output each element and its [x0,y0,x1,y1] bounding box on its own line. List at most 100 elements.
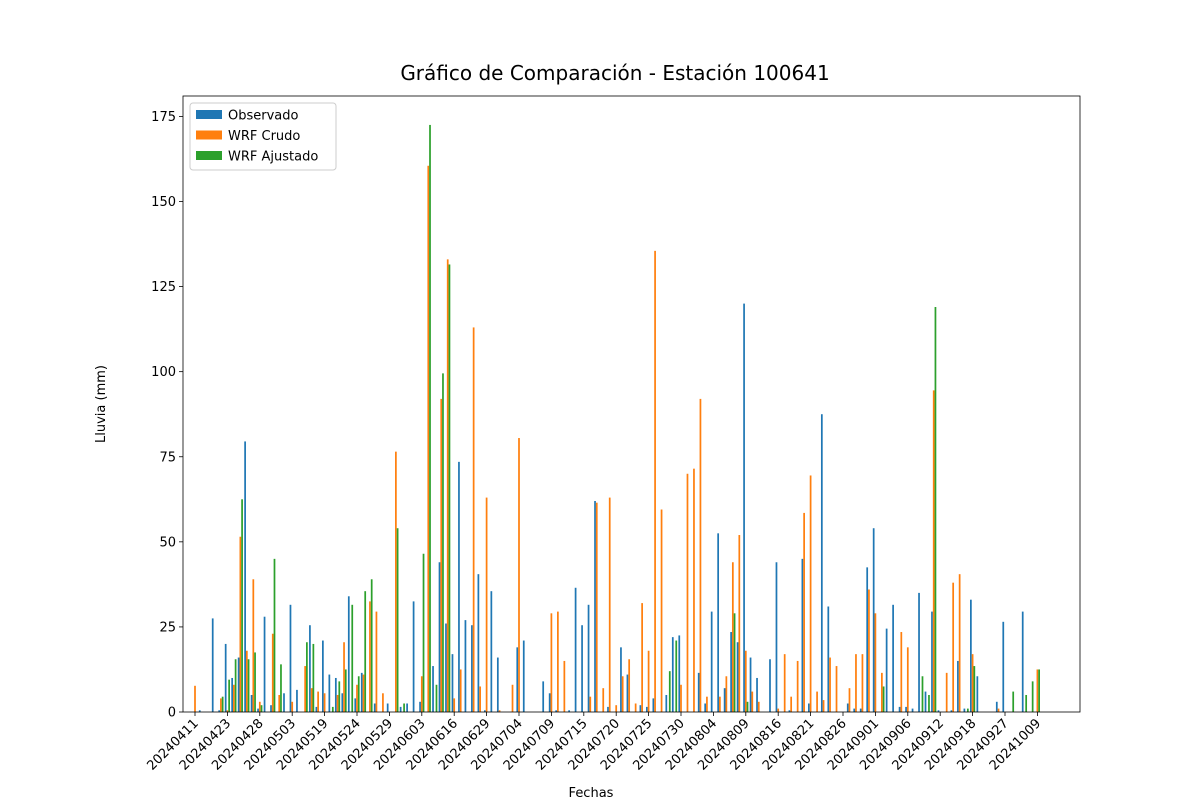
bar [442,373,444,712]
bar [435,684,438,712]
bar [336,694,339,712]
bar [945,672,948,712]
bar [756,677,758,712]
bar [228,679,230,712]
bar [803,512,805,712]
bar [699,398,702,712]
bar [271,633,274,712]
bar [881,672,883,712]
bar [323,693,326,712]
y-tick-label: 0 [168,706,176,721]
bar [641,603,643,712]
x-axis-label: Fechas [569,786,614,800]
bar [453,698,456,712]
bar [233,684,235,712]
bar [621,676,624,712]
bar [471,625,473,712]
bar [477,574,480,712]
bar [310,688,313,712]
bar [717,533,720,712]
bar [568,710,570,712]
bar [731,562,734,712]
bar [278,694,281,712]
bar [882,686,885,712]
bar [757,701,760,712]
bar [220,698,222,712]
bar [315,706,318,712]
bar [1002,621,1005,712]
bar [331,706,334,712]
bar [364,591,367,712]
bar [386,703,389,712]
bar [594,500,596,712]
bar [555,710,558,712]
y-tick-label: 175 [151,110,176,125]
bar [252,579,255,712]
bar [237,657,240,712]
bar [723,688,726,712]
bar [957,660,959,712]
bar [211,618,214,712]
y-tick-label: 150 [151,195,176,210]
bar [304,666,307,712]
bar [898,706,901,712]
bar [347,596,350,712]
y-tick-label: 125 [151,280,176,295]
bar [241,499,243,712]
bar [472,327,475,712]
bar [458,461,460,712]
bar [589,696,592,712]
legend-label: WRF Crudo [228,129,300,144]
bar [719,696,721,712]
bar [952,582,955,712]
bar [498,710,501,712]
bar [746,701,749,712]
bar [970,599,972,712]
bar [848,688,851,712]
bar [1012,691,1015,712]
bar [976,676,979,712]
bar [738,535,741,712]
bar [511,684,514,712]
y-tick-label: 50 [159,535,176,550]
bar [1025,694,1028,712]
bar [239,536,242,712]
bar [328,674,331,712]
legend-label: Observado [228,109,299,124]
bar [334,677,337,712]
legend-frame [189,102,337,171]
bar [247,659,250,712]
bar [429,124,431,713]
bar [309,625,311,712]
bar [885,628,888,712]
bar [921,676,924,712]
bar [749,657,752,712]
bar [464,620,467,712]
bar [263,616,266,712]
bar [427,165,430,713]
bar [258,701,261,712]
bar [581,625,583,712]
bar [312,643,315,712]
bar [900,632,903,712]
bar [905,706,907,712]
bar [853,708,856,712]
bar [710,611,713,712]
bar [218,710,221,712]
bar [639,705,642,712]
y-tick-label: 100 [151,365,176,380]
bar [420,676,423,712]
bar [744,650,747,712]
bar [448,264,451,712]
bar [608,497,611,712]
bar [399,706,402,712]
bar [706,696,708,712]
bar [419,701,421,712]
bar [484,710,486,712]
bar [743,303,745,712]
bar [654,250,656,712]
bar [835,666,838,712]
bar [686,473,689,712]
bar [866,567,869,712]
